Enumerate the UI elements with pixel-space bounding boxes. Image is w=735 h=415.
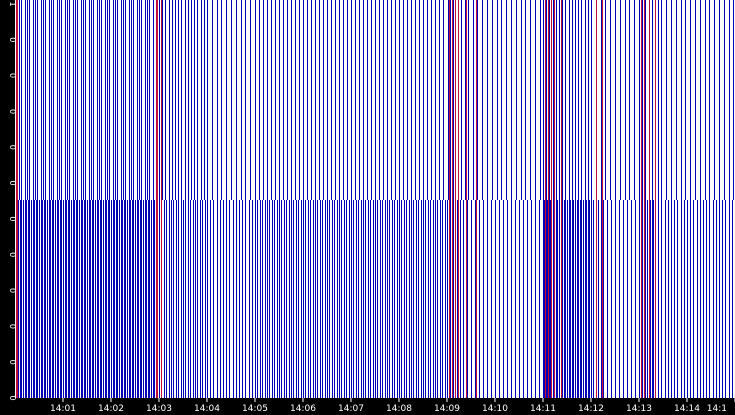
x-tick-label: 14:1 <box>707 404 727 414</box>
event-marks <box>16 0 734 398</box>
y-tick-label: 0 <box>8 216 17 221</box>
x-tick-label: 14:10 <box>482 404 508 414</box>
x-tick-label: 14:13 <box>626 404 652 414</box>
x-tick-label: 14:14 <box>674 404 700 414</box>
y-tick-label: 0 <box>8 395 17 400</box>
x-tick-label: 14:05 <box>242 404 268 414</box>
y-tick-label: 0 <box>8 145 17 150</box>
x-axis: 14:01 14:02 14:03 14:04 14:05 14:06 14:07 14:08… <box>50 398 735 414</box>
x-tick-label: 14:04 <box>194 404 220 414</box>
x-tick-label: 14:06 <box>290 404 316 414</box>
x-tick-label: 14:03 <box>146 404 172 414</box>
x-tick-label: 14:02 <box>98 404 124 414</box>
x-tick-label: 14:11 <box>530 404 556 414</box>
y-tick-label: 0 <box>8 288 17 293</box>
x-tick-label: 14:07 <box>338 404 364 414</box>
x-tick-label: 14:01 <box>50 404 76 414</box>
y-tick-label: 0 <box>8 109 17 114</box>
y-tick-label: 1 <box>8 1 17 6</box>
y-tick-label: 0 <box>8 73 17 78</box>
x-tick-label: 14:08 <box>386 404 412 414</box>
y-tick-label: 0 <box>8 324 17 329</box>
y-tick-label: 0 <box>8 360 17 365</box>
y-tick-label: 0 <box>8 181 17 186</box>
x-tick-label: 14:12 <box>578 404 604 414</box>
y-tick-label: 0 <box>8 37 17 42</box>
y-axis: 1 0 0 0 0 0 0 0 0 0 0 0 <box>8 1 17 400</box>
x-tick-label: 14:09 <box>434 404 460 414</box>
y-tick-label: 0 <box>8 252 17 257</box>
